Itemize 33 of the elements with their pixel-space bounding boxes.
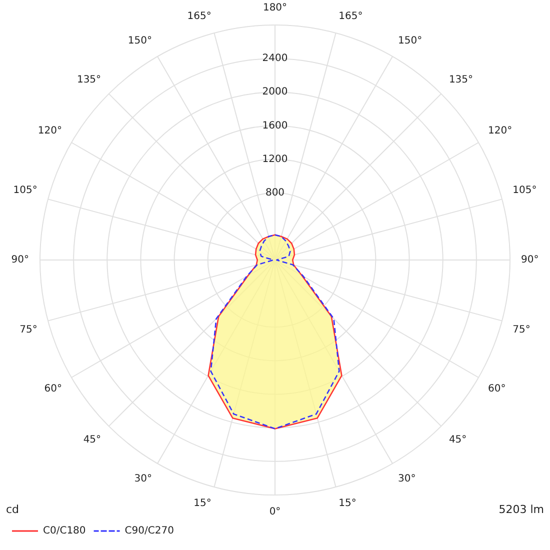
text: 5203 lm — [498, 502, 544, 516]
spoke-label: 165° — [338, 10, 363, 22]
spoke-label: 15° — [338, 498, 356, 510]
spoke-label: 60° — [44, 384, 62, 395]
y-tick-label: 1200 — [262, 154, 288, 165]
text: cd — [6, 502, 20, 516]
spoke-label: 0° — [269, 506, 281, 518]
spoke-label: 90° — [521, 254, 539, 266]
y-tick-label: 2000 — [262, 86, 288, 98]
spoke-label: 90° — [11, 254, 29, 266]
spoke-label: 180° — [262, 2, 288, 14]
spoke-label: 120° — [38, 126, 62, 137]
spoke-label: 75° — [20, 324, 38, 336]
y-tick-label: 1600 — [262, 120, 288, 132]
spoke-label: 30° — [398, 474, 416, 485]
y-tick-label: 800 — [265, 187, 285, 198]
legend-label: C0/C180 — [43, 526, 86, 537]
spoke-label: 135° — [448, 74, 474, 86]
spoke-label: 105° — [13, 184, 38, 196]
spoke-label: 105° — [512, 184, 537, 196]
spoke-label: 60° — [488, 384, 506, 395]
y-tick-label: 2400 — [262, 53, 288, 64]
spoke-label: 75° — [512, 324, 530, 336]
spoke-label: 45° — [448, 434, 467, 446]
spoke-label: 30° — [134, 474, 152, 485]
spoke-label: 120° — [488, 126, 512, 137]
spoke-label: 150° — [398, 36, 422, 47]
legend-label: C90/C270 — [124, 526, 174, 537]
spoke-label: 150° — [128, 36, 152, 47]
spoke-label: 165° — [187, 10, 212, 22]
spoke-label: 45° — [83, 434, 102, 446]
spoke-label: 135° — [76, 74, 102, 86]
spoke-label: 15° — [194, 498, 212, 510]
